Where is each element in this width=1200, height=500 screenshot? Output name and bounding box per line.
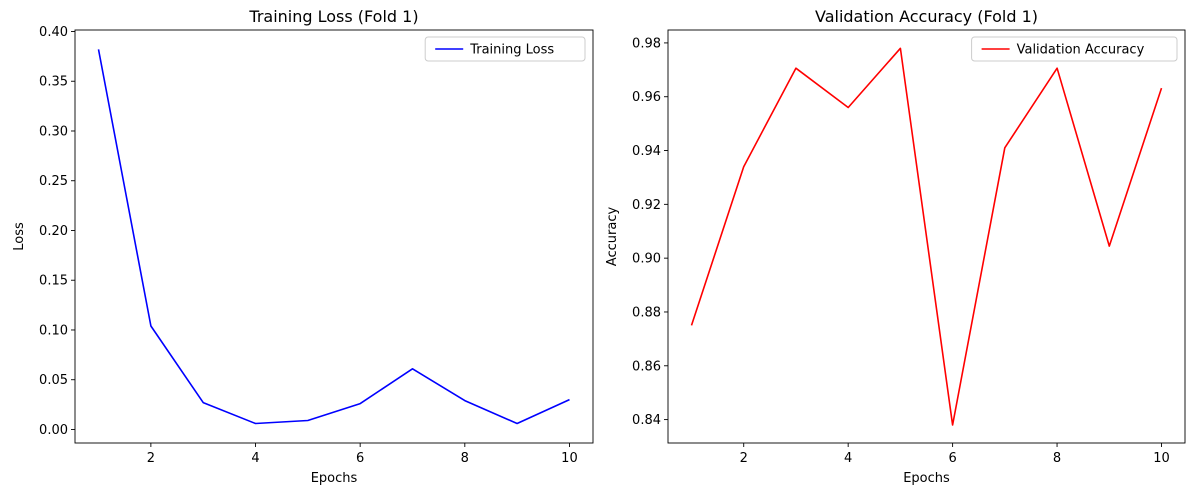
y-tick-label: 0.20 (39, 224, 68, 239)
x-tick-label: 4 (844, 451, 852, 466)
x-tick-label: 10 (561, 451, 578, 466)
y-tick-label: 0.15 (39, 274, 68, 289)
y-tick-label: 0.90 (632, 252, 661, 267)
x-tick-label: 2 (740, 451, 748, 466)
legend-label: Validation Accuracy (1017, 43, 1145, 58)
chart-title: Training Loss (Fold 1) (248, 7, 418, 26)
y-tick-label: 0.92 (632, 198, 661, 213)
legend-box (971, 36, 1178, 62)
legend-box (424, 36, 586, 62)
plot-frame (74, 29, 594, 444)
y-axis-label: Accuracy (605, 207, 620, 267)
y-tick-label: 0.35 (39, 75, 68, 90)
chart-title: Validation Accuracy (Fold 1) (815, 7, 1038, 26)
x-tick-label: 6 (948, 451, 956, 466)
x-tick-label: 8 (1053, 451, 1061, 466)
y-axis-label: Loss (12, 222, 27, 251)
chart-panel-1: Training Loss (Fold 1) 2 4 6 8 10 0.00 0.05 0.10… (12, 7, 594, 486)
legend: Training Loss (424, 36, 586, 62)
plot-frame (667, 29, 1186, 444)
y-tick-label: 0.25 (39, 174, 68, 189)
y-tick-label: 0.88 (632, 305, 661, 320)
legend-label: Training Loss (469, 43, 554, 58)
x-tick-label: 6 (356, 451, 364, 466)
x-axis-label: Epochs (311, 471, 358, 486)
x-axis-label: Epochs (903, 471, 950, 486)
y-tick-label: 0.96 (632, 90, 661, 105)
y-tick-label: 0.94 (632, 144, 661, 159)
y-tick-label: 0.98 (632, 36, 661, 51)
legend: Validation Accuracy (971, 36, 1178, 62)
y-tick-label: 0.84 (632, 413, 661, 428)
x-tick-label: 2 (147, 451, 155, 466)
series-line-1 (690, 47, 1163, 426)
x-tick-label: 8 (461, 451, 469, 466)
chart-panel-2: Validation Accuracy (Fold 1) 2 4 6 8 10 0.84 0.… (605, 7, 1186, 486)
y-tick-label: 0.86 (632, 359, 661, 374)
y-tick-label: 0.10 (39, 323, 68, 338)
y-tick-label: 0.40 (39, 25, 68, 40)
y-tick-label: 0.00 (39, 423, 68, 438)
y-tick-label: 0.05 (39, 373, 68, 388)
x-tick-label: 10 (1153, 451, 1170, 466)
y-tick-label: 0.30 (39, 124, 68, 139)
series-line-1 (97, 49, 570, 425)
x-tick-label: 4 (251, 451, 259, 466)
